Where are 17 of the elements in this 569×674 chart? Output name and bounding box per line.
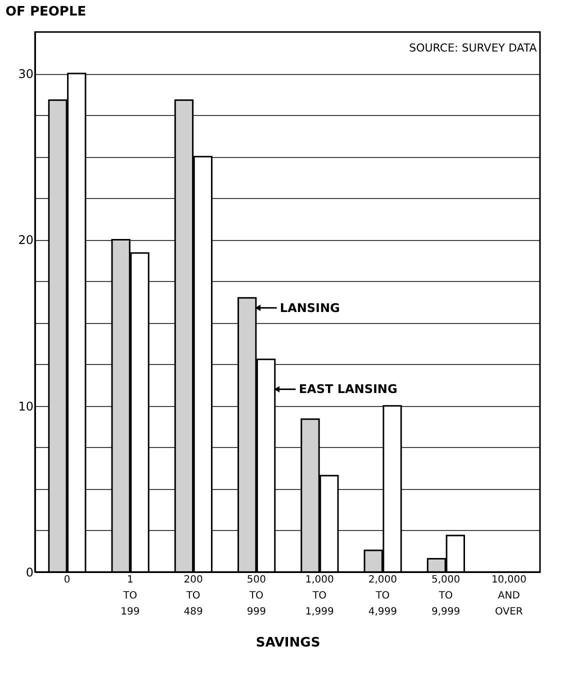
annotation: SOURCE: SURVEY DATA <box>409 42 538 55</box>
x-axis-title: SAVINGS <box>256 636 320 650</box>
y-axis-title: OF PEOPLE <box>6 4 86 20</box>
x-tick-label: 500 TO 999 <box>246 574 266 618</box>
x-tick-label: 5,000 TO 9,999 <box>431 574 460 618</box>
x-tick-label: 0 <box>64 574 70 586</box>
legend-label: LANSING <box>280 300 340 315</box>
x-tick-label: 1,000 TO 1,999 <box>305 574 334 618</box>
x-tick-label: 200 TO 489 <box>184 574 203 618</box>
y-tick-label: 30 <box>18 67 34 82</box>
y-tick-label: 0 <box>26 566 34 580</box>
x-tick-label: 2,000 TO 4,999 <box>368 574 398 618</box>
y-tick-label: 10 <box>18 399 34 414</box>
x-tick-label: 1 TO 199 <box>120 574 140 618</box>
y-tick-label: 20 <box>18 233 34 248</box>
x-tick-label: 10,000 AND OVER <box>491 574 526 618</box>
legend-label: EAST LANSING <box>298 382 398 396</box>
